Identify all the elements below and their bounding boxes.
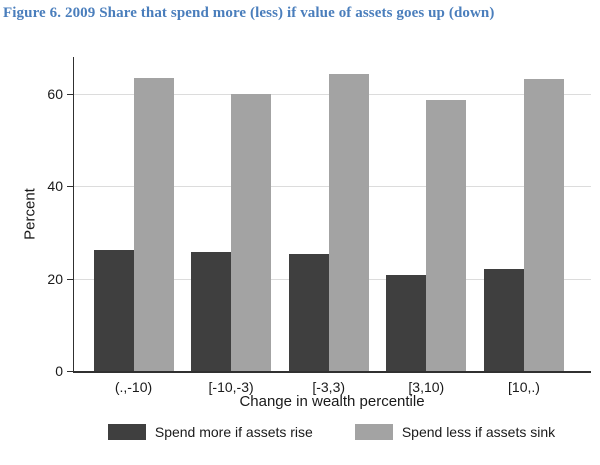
bar-spend-more	[93, 250, 134, 371]
y-tick-label: 60	[47, 85, 63, 102]
bar-spend-less	[328, 73, 369, 371]
bar-spend-more	[191, 252, 232, 371]
x-tick-label: (.,-10)	[114, 379, 153, 395]
legend-swatch-spend-more	[107, 424, 146, 440]
plot-area: 0 20 40 60 (.,-10) [-10,-3) [-3,3) [3,10) [10,.)	[47, 57, 591, 395]
legend-label-spend-less: Spend less if assets sink	[401, 424, 556, 440]
y-tick-mark	[67, 278, 73, 280]
y-axis-title: Percent	[21, 188, 39, 240]
legend-item-spend-more: Spend more if assets rise	[107, 424, 313, 440]
bar-spend-less	[426, 99, 467, 371]
bar-spend-less	[524, 79, 564, 371]
legend-item-spend-less: Spend less if assets sink	[354, 424, 556, 440]
y-tick-mark	[67, 371, 73, 372]
bar-spend-more	[288, 253, 329, 371]
legend: Spend more if assets rise Spend less if …	[73, 424, 590, 440]
y-tick-label: 0	[55, 363, 63, 379]
bar-spend-less	[231, 93, 272, 371]
bar-spend-more	[484, 269, 524, 371]
bar-spend-less	[133, 77, 174, 371]
y-tick-label: 20	[47, 270, 63, 287]
x-tick-label: [10,.)	[508, 379, 540, 395]
x-axis-title: Change in wealth percentile	[239, 393, 425, 410]
y-tick-label: 40	[47, 178, 63, 195]
x-tick-label: [3,10)	[408, 379, 445, 395]
bar-spend-more	[386, 275, 427, 371]
x-tick-label: [-10,-3)	[208, 379, 254, 395]
legend-swatch-spend-less	[354, 424, 393, 440]
x-tick-label: [-3,3)	[312, 379, 346, 395]
y-tick-mark	[67, 186, 73, 188]
figure-title: Figure 6. 2009 Share that spend more (le…	[3, 5, 495, 21]
legend-label-spend-more: Spend more if assets rise	[154, 424, 313, 440]
y-tick-mark	[67, 93, 73, 95]
